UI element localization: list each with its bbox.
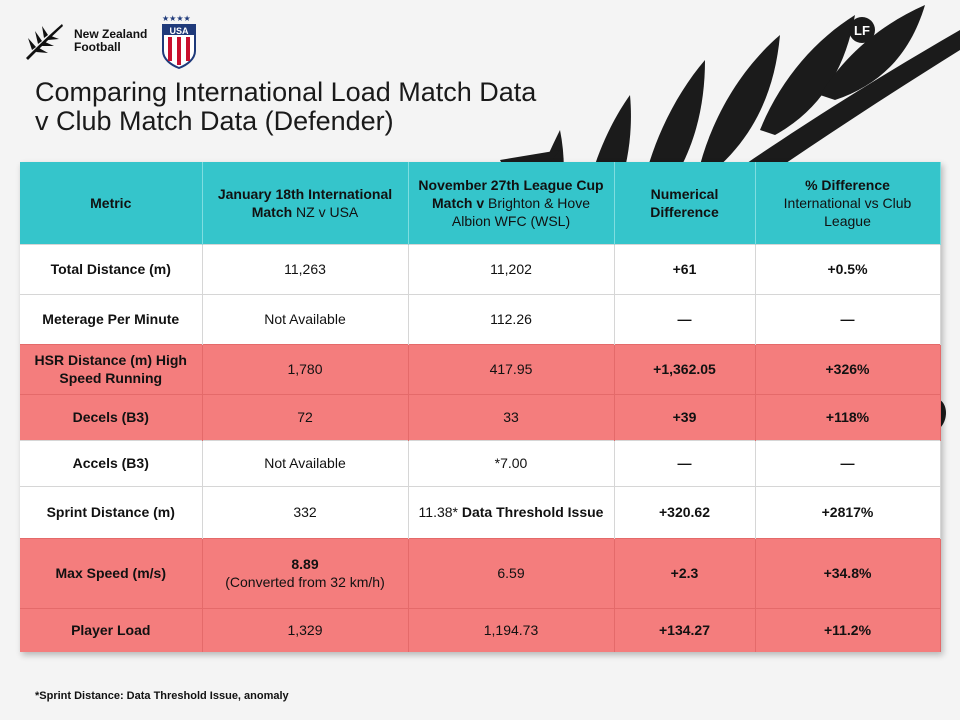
table-row: Total Distance (m) 11,263 11,202 +61 +0.… [20,243,941,294]
nz-logo-line1: New Zealand [74,27,148,41]
header-metric: Metric [20,162,203,244]
footnote: *Sprint Distance: Data Threshold Issue, … [35,690,289,702]
nz-football-logo: New Zealand Football [22,20,147,62]
header-percent-difference: % Difference International vs Club League [755,162,941,244]
max-speed-intl-cell: 8.89 (Converted from 32 km/h) [202,537,409,608]
table-row: Accels (B3) Not Available *7.00 — — [20,439,941,486]
table-row: Max Speed (m/s) 8.89 (Converted from 32 k… [20,537,941,608]
table-row: Meterage Per Minute Not Available 112.26… [20,293,941,344]
table-row: Sprint Distance (m) 332 11.38* Data Thre… [20,485,941,538]
page-title: Comparing International Load Match Data … [35,78,536,136]
table-row: Decels (B3) 72 33 +39 +118% [20,393,941,440]
comparison-table: Metric January 18th International Match … [20,162,941,652]
nz-fern-icon [26,24,63,60]
lf-logo-text: LF [854,23,870,38]
header-international: January 18th International Match NZ v US… [202,162,409,244]
lf-logo: LF [849,17,875,43]
page-title-line1: Comparing International Load Match Data [35,77,537,107]
nz-logo-line2: Football [74,40,121,54]
table-row: Player Load 1,329 1,194.73 +134.27 +11.2… [20,607,941,652]
table-row: HSR Distance (m) High Speed Running 1,78… [20,343,941,394]
us-soccer-crest: ★★★★ USA [162,14,196,69]
header-club: November 27th League Cup Match v Brighto… [408,162,615,244]
page-title-line2: v Club Match Data (Defender) [35,106,394,136]
usa-crest-text: USA [169,26,189,36]
sprint-club-cell: 11.38* Data Threshold Issue [408,485,615,538]
svg-text:★★★★: ★★★★ [162,14,191,23]
header-numerical-difference: Numerical Difference [614,162,756,244]
table-header-row: Metric January 18th International Match … [20,162,941,244]
